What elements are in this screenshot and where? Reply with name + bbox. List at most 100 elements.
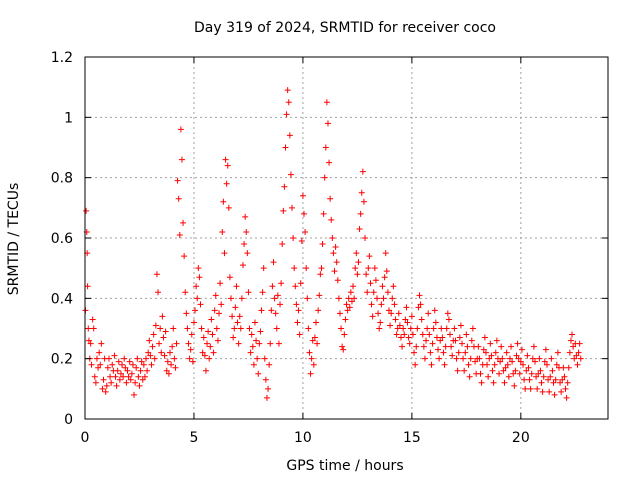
data-point [248,331,255,338]
data-point [358,189,365,196]
data-point [354,271,361,278]
data-point [460,355,467,362]
data-point [528,370,535,377]
data-point [89,316,96,323]
data-point [278,280,285,287]
data-point [128,370,135,377]
data-point [178,156,185,163]
data-point [232,304,239,311]
data-point [509,358,516,365]
data-point [457,322,464,329]
data-point [370,289,377,296]
data-point [406,340,413,347]
data-point [165,370,172,377]
data-point [222,156,229,163]
data-point [171,355,178,362]
data-point [225,204,232,211]
data-point [253,337,260,344]
data-point [192,307,199,314]
data-point [236,313,243,320]
data-point [218,301,225,308]
data-point [229,313,236,320]
data-point [340,346,347,353]
data-point [100,376,107,383]
data-point [499,355,506,362]
data-point [421,355,428,362]
data-point [336,310,343,317]
data-point [554,349,561,356]
data-point [143,355,150,362]
data-point [575,349,582,356]
data-point [389,295,396,302]
data-point [565,364,572,371]
data-point [281,183,288,190]
data-point [176,231,183,238]
data-point [237,325,244,332]
y-tick-label: 0.4 [51,291,73,307]
data-point [524,352,531,359]
data-point [427,349,434,356]
data-point [145,349,152,356]
chart-title: Day 319 of 2024, SRMTID for receiver coc… [194,20,496,36]
data-point [388,310,395,317]
data-point [503,349,510,356]
data-point [577,355,584,362]
data-point [155,289,162,296]
data-point [351,295,358,302]
data-point [131,391,138,398]
data-point [331,268,338,275]
data-point [433,334,440,341]
x-tick-label: 5 [189,430,198,446]
data-point [105,355,112,362]
data-point [138,358,145,365]
data-point [412,361,419,368]
data-point [385,307,392,314]
data-point [359,168,366,175]
data-point [117,370,124,377]
data-point [98,340,105,347]
data-point [211,307,218,314]
data-point [562,385,569,392]
data-point [107,373,114,380]
data-point [290,235,297,241]
data-point [523,367,530,374]
data-point [298,238,305,245]
data-point [445,316,452,323]
data-point [467,355,474,362]
data-point [465,361,472,368]
data-point [376,325,383,332]
data-point [88,361,95,368]
data-point [112,373,119,380]
data-point [464,343,471,350]
data-point [108,379,115,386]
data-point [93,355,100,362]
data-point [230,334,237,341]
data-point [133,364,140,371]
data-point [261,355,268,362]
data-point [423,337,430,344]
data-point [490,379,497,386]
data-point [312,319,319,326]
data-point [216,310,223,317]
data-point [95,364,102,371]
data-point [478,379,485,386]
data-point [137,367,144,374]
data-point [541,358,548,365]
data-point [525,364,532,371]
data-point [400,325,407,332]
data-point [382,250,389,257]
data-point [531,358,538,365]
data-point [438,325,445,332]
data-point [486,355,493,362]
data-point [146,337,153,344]
data-point [504,361,511,368]
data-point [297,280,304,287]
data-point [533,373,540,380]
data-point [256,340,263,347]
data-point [295,307,302,314]
data-point [185,340,192,347]
data-point [309,337,316,344]
data-point [508,343,515,350]
data-point [159,313,166,320]
data-point [249,343,256,350]
